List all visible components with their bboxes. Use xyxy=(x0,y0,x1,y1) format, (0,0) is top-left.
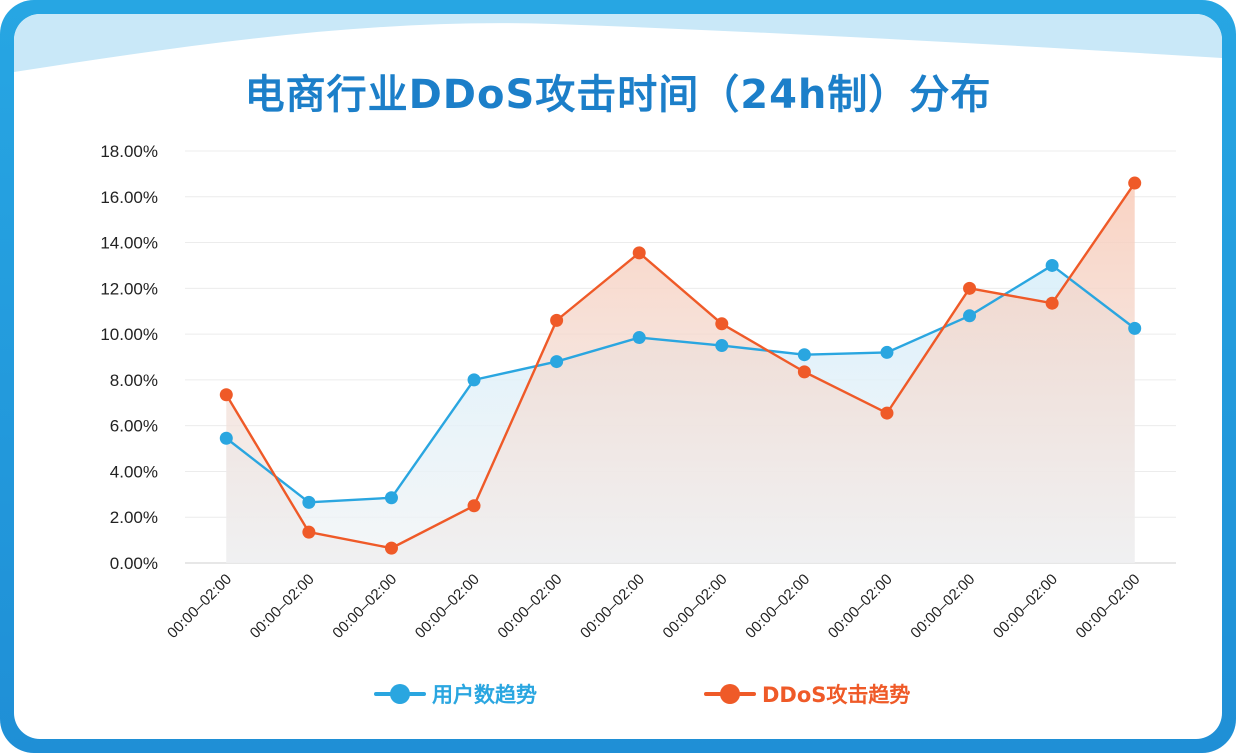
data-point-ddos xyxy=(963,281,977,295)
y-tick-label: 4.00% xyxy=(110,462,158,481)
legend-item-users[interactable]: 用户数趋势 xyxy=(374,676,537,712)
data-point-ddos xyxy=(1045,296,1059,310)
x-tick-label: 00:00–02:00 xyxy=(577,571,648,642)
data-point-users xyxy=(384,491,398,505)
data-point-ddos xyxy=(219,388,233,402)
data-point-users xyxy=(302,495,316,509)
x-tick-label: 00:00–02:00 xyxy=(742,571,813,642)
y-tick-label: 6.00% xyxy=(110,417,158,436)
x-tick-label: 00:00–02:00 xyxy=(660,571,731,642)
data-point-users xyxy=(715,339,729,353)
x-tick-label: 00:00–02:00 xyxy=(329,571,400,642)
x-tick-label: 00:00–02:00 xyxy=(990,571,1061,642)
x-tick-label: 00:00–02:00 xyxy=(164,571,235,642)
legend-marker-ddos xyxy=(704,676,756,712)
data-point-ddos xyxy=(1128,176,1142,190)
data-point-users xyxy=(219,431,233,445)
data-point-ddos xyxy=(797,365,811,379)
data-point-ddos xyxy=(880,406,894,420)
x-tick-label: 00:00–02:00 xyxy=(247,571,318,642)
legend-label-ddos: DDoS攻击趋势 xyxy=(762,683,911,707)
series-area-ddos xyxy=(226,183,1135,564)
legend-marker-users xyxy=(374,676,426,712)
y-tick-label: 14.00% xyxy=(100,234,158,253)
y-tick-label: 12.00% xyxy=(100,279,158,298)
data-point-users xyxy=(467,373,481,387)
x-tick-label: 00:00–02:00 xyxy=(907,571,978,642)
x-tick-label: 00:00–02:00 xyxy=(412,571,483,642)
y-tick-label: 8.00% xyxy=(110,371,158,390)
data-point-ddos xyxy=(467,499,481,513)
data-point-users xyxy=(550,355,564,369)
x-tick-label: 00:00–02:00 xyxy=(825,571,896,642)
y-tick-label: 10.00% xyxy=(100,325,158,344)
data-point-users xyxy=(1045,258,1059,272)
series-line-ddos xyxy=(225,182,1136,550)
y-tick-label: 16.00% xyxy=(100,188,158,207)
series-line-users xyxy=(225,264,1136,504)
data-point-ddos xyxy=(384,541,398,555)
data-point-users xyxy=(797,348,811,362)
header-wave-decoration xyxy=(14,14,1222,72)
x-tick-label: 00:00–02:00 xyxy=(1073,571,1144,642)
y-tick-label: 0.00% xyxy=(110,554,158,573)
data-point-users xyxy=(632,331,646,345)
data-point-ddos xyxy=(632,246,646,260)
data-point-users xyxy=(1128,321,1142,335)
data-point-users xyxy=(880,345,894,359)
x-tick-label: 00:00–02:00 xyxy=(494,571,565,642)
y-tick-label: 18.00% xyxy=(100,142,158,161)
data-point-ddos xyxy=(550,313,564,327)
data-point-ddos xyxy=(715,317,729,331)
legend-label-users: 用户数趋势 xyxy=(432,683,537,707)
y-tick-label: 2.00% xyxy=(110,508,158,527)
chart-title: 电商行业DDoS攻击时间（24h制）分布 xyxy=(244,72,992,118)
data-point-users xyxy=(963,309,977,323)
data-point-ddos xyxy=(302,525,316,539)
legend-item-ddos[interactable]: DDoS攻击趋势 xyxy=(704,676,910,712)
